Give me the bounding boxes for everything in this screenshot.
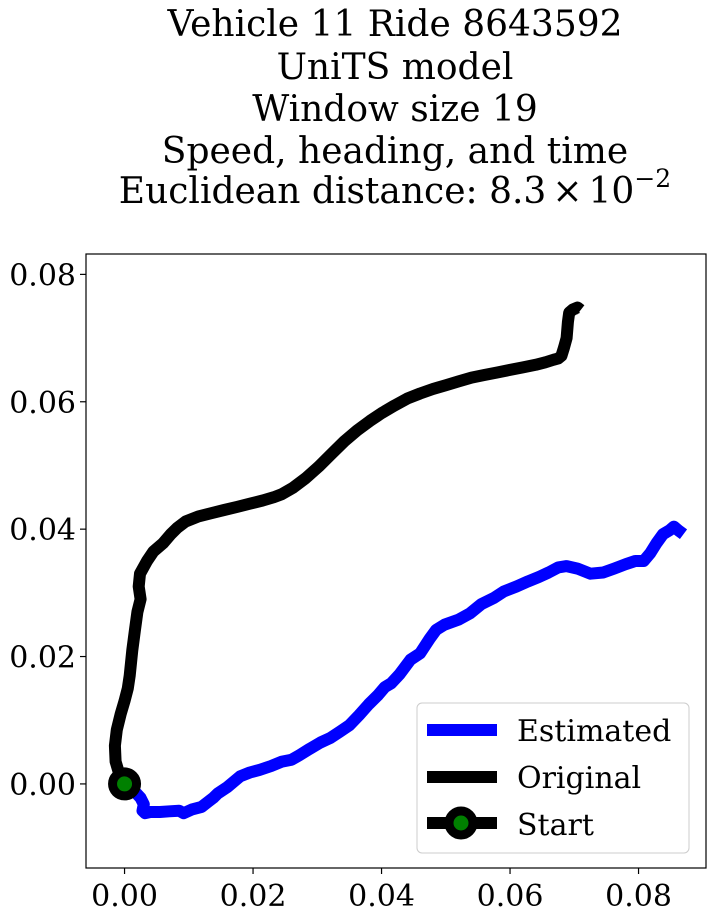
- legend-swatch-start-marker: [444, 806, 478, 840]
- legend-label-original: Original: [517, 761, 641, 796]
- axes-frame: [85, 253, 707, 869]
- legend-label-start: Start: [517, 808, 594, 843]
- title-line-4: Speed, heading, and time: [162, 131, 628, 172]
- title-distance-base: 10: [589, 171, 635, 212]
- chart-title: Vehicle 11 Ride 8643592 UniTS model Wind…: [119, 4, 671, 212]
- y-axis: 0.00 0.02 0.04 0.06 0.08: [9, 258, 86, 803]
- title-distance-prefix: Euclidean distance: 8.3: [119, 171, 547, 212]
- title-line-1: Vehicle 11 Ride 8643592: [166, 4, 622, 45]
- title-distance-exp: −2: [634, 164, 671, 193]
- x-tick-label: 0.08: [605, 879, 672, 914]
- title-line-distance: Euclidean distance: 8.3 × 10−2: [119, 164, 671, 212]
- title-line-3: Window size 19: [252, 89, 538, 130]
- y-tick-label: 0.08: [9, 258, 76, 293]
- x-tick-label: 0.04: [348, 879, 415, 914]
- legend-label-estimated: Estimated: [517, 714, 671, 749]
- x-tick-label: 0.00: [91, 879, 158, 914]
- x-tick-label: 0.06: [477, 879, 544, 914]
- series-layer: [108, 301, 688, 820]
- legend: Estimated Original Start: [416, 702, 690, 854]
- legend-box: [416, 702, 690, 854]
- y-tick-label: 0.06: [9, 386, 76, 421]
- y-tick-label: 0.00: [9, 768, 76, 803]
- x-axis: 0.00 0.02 0.04 0.06 0.08: [91, 868, 672, 914]
- title-distance-times: ×: [552, 171, 582, 212]
- y-tick-label: 0.04: [9, 513, 76, 548]
- x-tick-label: 0.02: [220, 879, 287, 914]
- title-line-2: UniTS model: [277, 47, 514, 88]
- marker-layer: [108, 767, 142, 801]
- start-marker: [108, 767, 142, 801]
- series-line-estimated: [121, 520, 688, 820]
- plot-area: [85, 253, 707, 869]
- y-tick-label: 0.02: [9, 641, 76, 676]
- series-line-original: [108, 301, 585, 787]
